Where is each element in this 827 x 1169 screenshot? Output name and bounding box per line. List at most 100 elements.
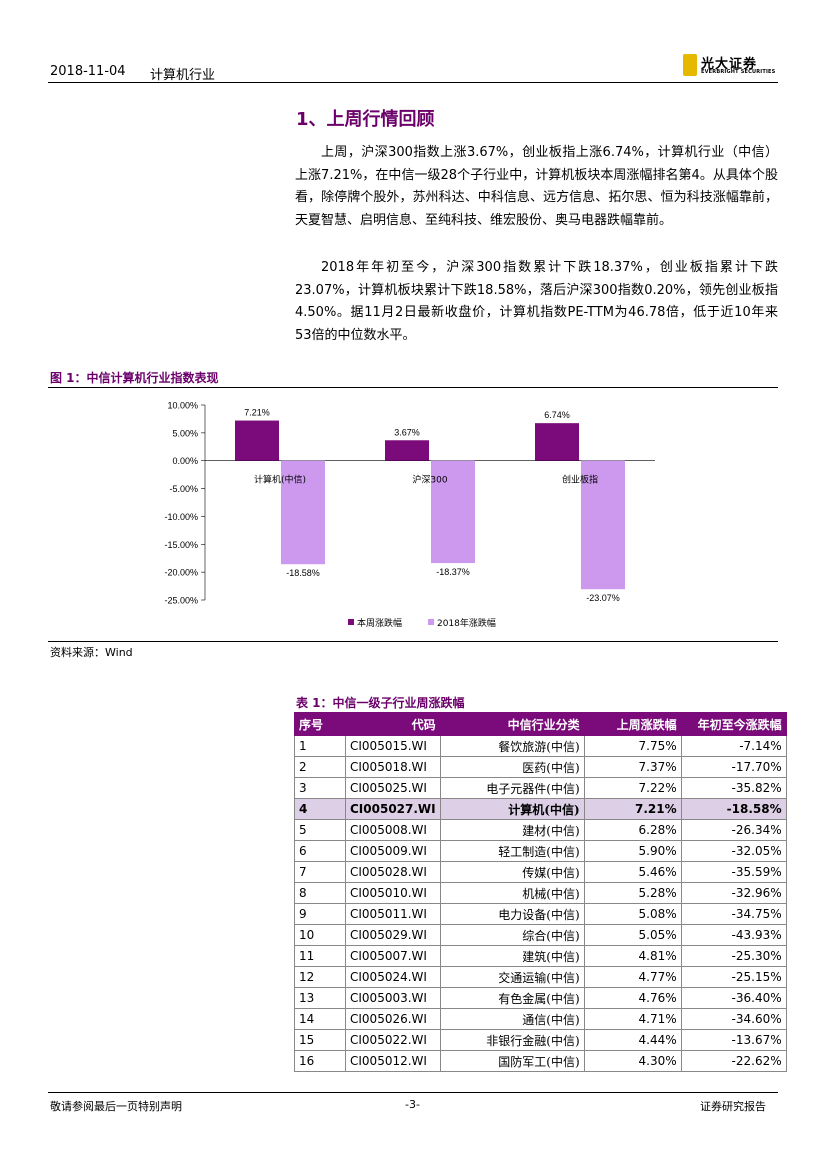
y-tick-label: -20.00%	[164, 568, 198, 578]
bar-weekly	[385, 440, 429, 461]
company-logo: 光大证券 EVERBRIGHT SECURITIES	[683, 54, 783, 78]
table-cell: 2	[294, 756, 346, 778]
table-cell: 4.81%	[583, 945, 682, 967]
table-cell: 建材(中信)	[439, 819, 585, 841]
table-cell: 电力设备(中信)	[439, 903, 585, 925]
table-cell: 8	[294, 882, 346, 904]
table-row: 13 CI005003.WI 有色金属(中信) 4.76% -36.40%	[294, 987, 787, 1009]
footer-divider	[48, 1092, 778, 1093]
table-row: 6 CI005009.WI 轻工制造(中信) 5.90% -32.05%	[294, 840, 787, 862]
table-cell: CI005009.WI	[345, 840, 441, 862]
table-cell: 建筑(中信)	[439, 945, 585, 967]
table-cell: 有色金属(中信)	[439, 987, 585, 1009]
table-cell: 7.37%	[583, 756, 682, 778]
y-tick-label: -10.00%	[164, 512, 198, 522]
table-cell: 4.76%	[583, 987, 682, 1009]
data-label: -18.58%	[286, 568, 320, 578]
table-cell: 13	[294, 987, 346, 1009]
table-cell: CI005011.WI	[345, 903, 441, 925]
data-label: 3.67%	[394, 427, 420, 437]
table-cell: 1	[294, 735, 346, 757]
table-row: 10 CI005029.WI 综合(中信) 5.05% -43.93%	[294, 924, 787, 946]
y-tick-label: 0.00%	[172, 456, 198, 466]
y-tick-label: -15.00%	[164, 540, 198, 550]
y-tick-label: -25.00%	[164, 596, 198, 606]
figure-source: 资料来源：Wind	[50, 646, 133, 659]
table-cell: CI005003.WI	[345, 987, 441, 1009]
data-label: -18.37%	[436, 567, 470, 577]
report-industry: 计算机行业	[150, 68, 216, 83]
table-cell: 4.44%	[583, 1029, 682, 1051]
table-header-cell: 年初至今涨跌幅	[680, 712, 787, 736]
table-cell: 4.30%	[583, 1050, 682, 1072]
table-cell: -7.14%	[680, 735, 787, 757]
table-cell: CI005028.WI	[345, 861, 441, 883]
table-row: 7 CI005028.WI 传媒(中信) 5.46% -35.59%	[294, 861, 787, 883]
table-cell: -32.05%	[680, 840, 787, 862]
bar-ytd	[581, 460, 625, 590]
table-cell: -26.34%	[680, 819, 787, 841]
table-cell: -25.15%	[680, 966, 787, 988]
table-cell: CI005008.WI	[345, 819, 441, 841]
table-cell: 5.46%	[583, 861, 682, 883]
footer-disclaimer: 敬请参阅最后一页特别声明	[50, 1100, 182, 1113]
legend-label: 2018年涨跌幅	[437, 617, 496, 629]
section-title: 1、上周行情回顾	[296, 109, 435, 130]
table-cell: CI005026.WI	[345, 1008, 441, 1030]
table-cell: 餐饮旅游(中信)	[439, 735, 585, 757]
logo-mark-icon	[683, 54, 697, 76]
table-cell: 16	[294, 1050, 346, 1072]
table-cell: 通信(中信)	[439, 1008, 585, 1030]
logo-chinese-name: 光大证券	[701, 57, 758, 72]
table-cell: 15	[294, 1029, 346, 1051]
table-row: 1 CI005015.WI 餐饮旅游(中信) 7.75% -7.14%	[294, 735, 787, 757]
table-cell: 非银行金融(中信)	[439, 1029, 585, 1051]
index-performance-chart: 10.00% 5.00% 0.00% -5.00% -10.00% -15.00% -20.…	[164, 401, 655, 629]
table-cell: 7.22%	[583, 777, 682, 799]
table-cell: 国防军工(中信)	[439, 1050, 585, 1072]
table-header-row: 序号 代码 中信行业分类 上周涨跌幅 年初至今涨跌幅	[294, 712, 787, 736]
table-cell: CI005007.WI	[345, 945, 441, 967]
figure-title: 图 1：中信计算机行业指数表现	[50, 371, 219, 385]
table-cell: CI005015.WI	[345, 735, 441, 757]
table-cell: 4	[294, 798, 346, 820]
table-cell: -13.67%	[680, 1029, 787, 1051]
table-row: 9 CI005011.WI 电力设备(中信) 5.08% -34.75%	[294, 903, 787, 925]
table-row: 3 CI005025.WI 电子元器件(中信) 7.22% -35.82%	[294, 777, 787, 799]
table-cell: -35.82%	[680, 777, 787, 799]
table-cell: -43.93%	[680, 924, 787, 946]
table-cell: 4.77%	[583, 966, 682, 988]
table-cell: 10	[294, 924, 346, 946]
y-tick-label: -5.00%	[169, 484, 198, 494]
table-cell: 电子元器件(中信)	[439, 777, 585, 799]
table-cell: 机械(中信)	[439, 882, 585, 904]
table-row: 12 CI005024.WI 交通运输(中信) 4.77% -25.15%	[294, 966, 787, 988]
table-cell: CI005012.WI	[345, 1050, 441, 1072]
table-cell: 6	[294, 840, 346, 862]
table-cell: 综合(中信)	[439, 924, 585, 946]
data-label: 6.74%	[544, 410, 570, 420]
table-cell: -34.75%	[680, 903, 787, 925]
table-row: 16 CI005012.WI 国防军工(中信) 4.30% -22.62%	[294, 1050, 787, 1072]
page-number: -3-	[405, 1098, 420, 1111]
legend-label: 本周涨跌幅	[357, 617, 402, 629]
y-tick-label: 5.00%	[172, 428, 198, 438]
table-row: 15 CI005022.WI 非银行金融(中信) 4.44% -13.67%	[294, 1029, 787, 1051]
table-cell: 5.08%	[583, 903, 682, 925]
table-cell: 7.75%	[583, 735, 682, 757]
table-row: 14 CI005026.WI 通信(中信) 4.71% -34.60%	[294, 1008, 787, 1030]
header-divider	[48, 82, 778, 83]
category-label: 沪深300	[412, 474, 447, 486]
table-cell: 7	[294, 861, 346, 883]
table-cell: 5.05%	[583, 924, 682, 946]
table-cell: CI005029.WI	[345, 924, 441, 946]
figure-top-divider	[48, 387, 778, 388]
table-cell: 5	[294, 819, 346, 841]
paragraph-ytd-review: 2018年年初至今，沪深300指数累计下跌18.37%，创业板指累计下跌23.0…	[295, 260, 778, 343]
table-cell: CI005018.WI	[345, 756, 441, 778]
table-cell: 5.28%	[583, 882, 682, 904]
table-cell: CI005024.WI	[345, 966, 441, 988]
table-cell: -34.60%	[680, 1008, 787, 1030]
table-cell: CI005010.WI	[345, 882, 441, 904]
y-tick-label: 10.00%	[167, 401, 198, 411]
